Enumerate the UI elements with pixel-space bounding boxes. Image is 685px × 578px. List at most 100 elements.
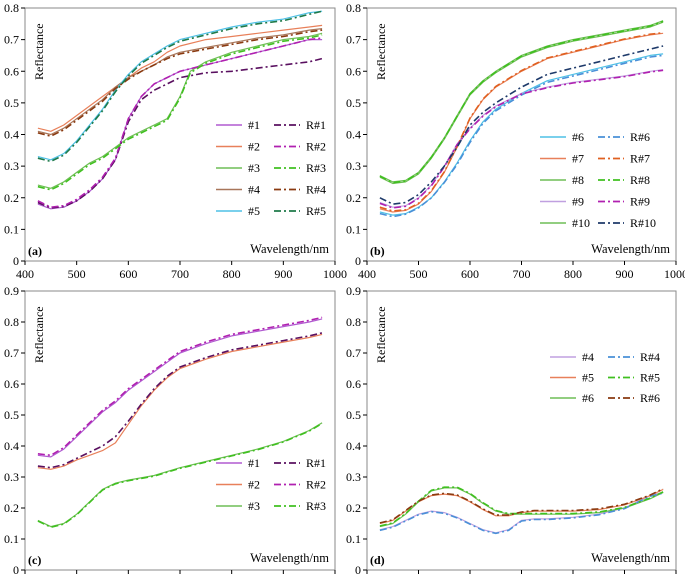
- x-tick-label: 1000: [323, 267, 347, 281]
- series-group: [379, 486, 664, 535]
- x-tick-label: 400: [358, 576, 376, 578]
- legend: #1 #2 #3 #4 #5 R#1 R#2 R#3 R#4 R#5: [216, 118, 326, 218]
- legend-label: #5: [582, 371, 594, 385]
- legend-label: R#3: [306, 161, 326, 175]
- legend-label: R#6: [640, 391, 660, 405]
- y-tick-label: 0.2: [4, 501, 19, 515]
- y-tick-label: 0.7: [346, 33, 361, 47]
- legend-label: R#5: [640, 371, 660, 385]
- series-line-R2: [37, 37, 323, 208]
- y-axis-title: Reflectance: [32, 23, 46, 80]
- x-tick-label: 800: [223, 267, 241, 281]
- y-tick-label: 0.9: [346, 284, 361, 298]
- y-tick-label: 0.7: [346, 346, 361, 360]
- legend-label: R#2: [306, 478, 326, 492]
- legend-label: #3: [248, 161, 260, 175]
- y-tick-label: 0.1: [346, 222, 361, 236]
- y-tick-label: 0: [13, 254, 19, 268]
- y-tick-label: 0: [355, 254, 361, 268]
- x-tick-label: 700: [513, 576, 531, 578]
- x-axis-title: Wavelength/nm: [250, 242, 329, 256]
- y-axis-title: Reflectance: [374, 23, 388, 80]
- x-axis-title: Wavelength/nm: [591, 242, 670, 256]
- x-tick-label: 900: [616, 267, 634, 281]
- x-tick-label: 500: [68, 267, 86, 281]
- y-tick-label: 0.1: [4, 532, 19, 546]
- y-tick-label: 0.5: [346, 408, 361, 422]
- x-tick-label: 1000: [664, 576, 685, 578]
- x-tick-label: 600: [461, 576, 479, 578]
- y-tick-label: 0: [355, 563, 361, 577]
- x-tick-label: 600: [461, 267, 479, 281]
- legend-label: #2: [248, 140, 260, 154]
- plot-frame: [366, 290, 677, 571]
- legend-label: R#6: [630, 130, 650, 144]
- legend-label: R#9: [630, 195, 650, 209]
- legend: #1 #2 #3 R#1 R#2 R#3: [216, 456, 326, 513]
- series-line-R2: [37, 316, 323, 457]
- y-tick-label: 0.8: [4, 1, 19, 15]
- x-tick-label: 400: [358, 267, 376, 281]
- y-tick-label: 0.2: [4, 191, 19, 205]
- series-line-7: [379, 32, 664, 213]
- y-tick-label: 0.3: [4, 470, 19, 484]
- series-line-1: [37, 318, 323, 458]
- series-line-3: [37, 32, 323, 189]
- legend-label: R#1: [306, 118, 326, 132]
- legend-label: #1: [248, 456, 260, 470]
- y-tick-label: 0.4: [346, 128, 361, 142]
- x-tick-label: 900: [616, 576, 634, 578]
- x-tick-label: 700: [171, 267, 189, 281]
- panel-d: 0 0.1 0.2 0.3 0.4 0.5 0.6 0.7 0.8 0.9 400 500 600 700…: [346, 284, 685, 578]
- legend-label: R#2: [306, 140, 326, 154]
- y-axis-title: Reflectance: [32, 306, 46, 363]
- series-group: [37, 316, 323, 529]
- legend-label: #3: [248, 499, 260, 513]
- series-line-10: [379, 21, 664, 185]
- legend-label: R#7: [630, 152, 650, 166]
- x-tick-label: 800: [223, 576, 241, 578]
- legend-label: R#4: [306, 183, 326, 197]
- x-tick-label: 600: [119, 576, 137, 578]
- legend-label: #9: [572, 195, 584, 209]
- series-line-9: [379, 69, 664, 208]
- panel-label: (b): [370, 244, 385, 258]
- y-tick-label: 0.8: [346, 315, 361, 329]
- x-axis-title: Wavelength/nm: [591, 551, 670, 565]
- y-tick-label: 0: [13, 563, 19, 577]
- y-tick-label: 0.1: [346, 532, 361, 546]
- x-tick-label: 900: [274, 267, 292, 281]
- legend-label: #6: [582, 391, 594, 405]
- y-tick-label: 0.7: [4, 33, 19, 47]
- y-tick-label: 0.4: [346, 439, 361, 453]
- y-tick-label: 0.5: [346, 96, 361, 110]
- series-line-R1: [37, 332, 323, 469]
- series-line-2: [37, 24, 323, 132]
- legend-label: R#4: [640, 350, 660, 364]
- y-tick-label: 0.6: [346, 64, 361, 78]
- x-tick-label: 800: [564, 576, 582, 578]
- series-line-R3: [37, 34, 323, 191]
- legend-label: #1: [248, 118, 260, 132]
- panel-label: (a): [28, 244, 42, 258]
- series-line-R5: [37, 10, 323, 163]
- x-tick-label: 1000: [664, 267, 685, 281]
- series-line-R6: [379, 54, 664, 218]
- legend-label: #2: [248, 478, 260, 492]
- legend-label: R#10: [630, 216, 656, 230]
- x-tick-label: 400: [16, 267, 34, 281]
- y-tick-label: 0.6: [4, 64, 19, 78]
- series-line-4: [37, 28, 323, 136]
- y-tick-label: 0.3: [346, 159, 361, 173]
- x-tick-label: 1000: [323, 576, 347, 578]
- series-line-5: [37, 10, 323, 161]
- y-tick-label: 0.3: [4, 159, 19, 173]
- series-line-R4: [37, 29, 323, 137]
- series-line-R1: [37, 57, 323, 209]
- y-tick-label: 0.3: [346, 470, 361, 484]
- legend-label: #5: [248, 204, 260, 218]
- panel-b: 0 0.1 0.2 0.3 0.4 0.5 0.6 0.7 0.8 400 500 600 700 800…: [346, 1, 685, 281]
- series-line-R7: [379, 31, 664, 212]
- series-group: [379, 20, 664, 218]
